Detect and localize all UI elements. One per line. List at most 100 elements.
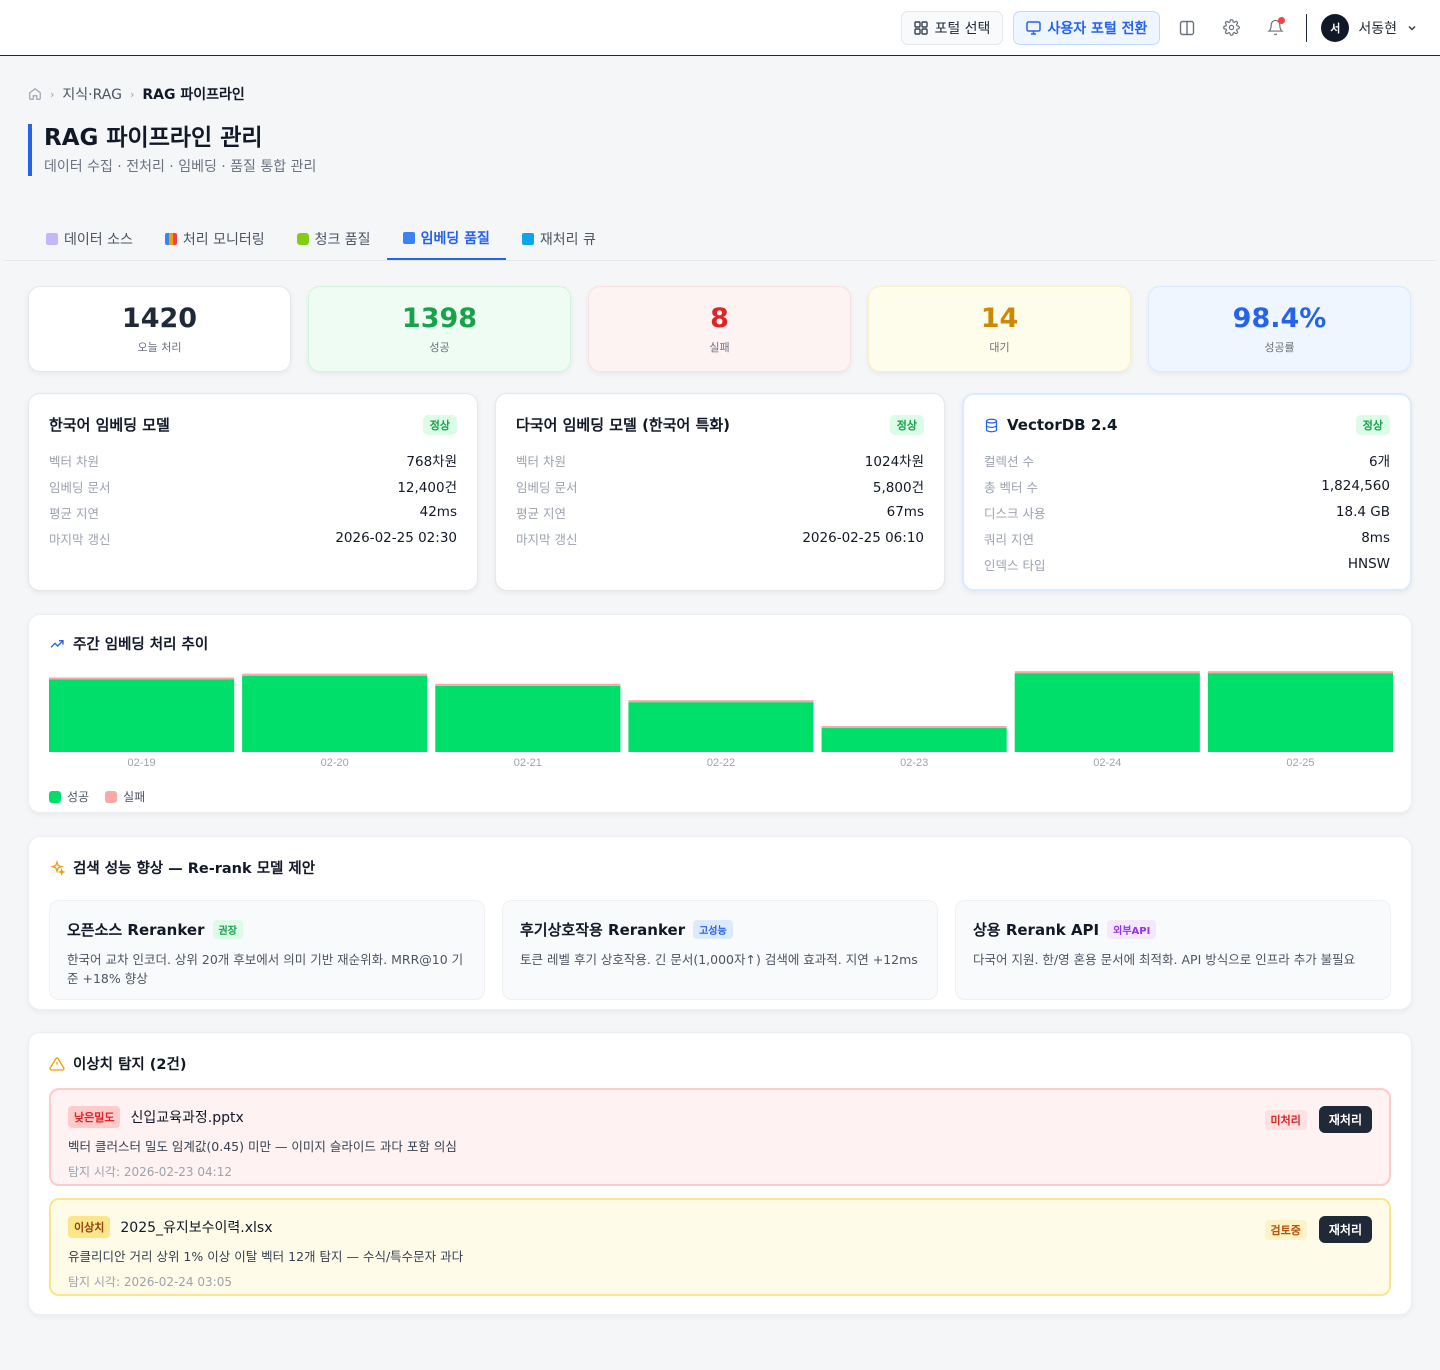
anomaly-panel: 이상치 탐지 (2건) 낮은밀도 신입교육과정.pptx 벡터 클러스터 밀도 임… [28, 1032, 1412, 1315]
reprocess-button[interactable]: 재처리 [1318, 1216, 1372, 1243]
rerank-card-opensource[interactable]: 오픈소스 Reranker 권장 한국어 교차 인코더. 상위 20개 후보에서 … [49, 900, 485, 1000]
row-key: 벡터 차원 [516, 453, 566, 469]
tab-bar: 데이터 소스 처리 모니터링 청크 품질 임베딩 품질 재처리 큐 [4, 218, 1436, 261]
anomaly-desc: 벡터 클러스터 밀도 임계값(0.45) 미만 — 이미지 슬라이드 과다 포함… [68, 1139, 457, 1154]
tab-chunk-quality[interactable]: 청크 품질 [281, 218, 387, 260]
breadcrumb: › 지식·RAG › RAG 파이프라인 [28, 84, 245, 104]
legend-label: 실패 [123, 790, 146, 804]
row-value: 1,824,560 [1321, 478, 1390, 494]
bar-failure [628, 700, 814, 703]
anomaly-title-wrap: 이상치 탐지 (2건) [49, 1053, 1391, 1074]
chevron-down-icon [1408, 25, 1416, 31]
x-tick-label: 02-21 [514, 757, 542, 769]
reprocess-button[interactable]: 재처리 [1318, 1106, 1372, 1133]
stat-card-failure: 8 실패 [588, 286, 851, 372]
x-tick-label: 02-22 [707, 757, 735, 769]
row-value: 5,800건 [872, 480, 924, 496]
user-menu[interactable]: 서 서동현 [1321, 13, 1418, 42]
notifications-button[interactable] [1258, 11, 1292, 45]
tab-data-source[interactable]: 데이터 소스 [30, 218, 149, 260]
anomaly-file: 신입교육과정.pptx [130, 1110, 244, 1126]
model-row: 임베딩 문서 5,800건 [516, 473, 924, 499]
breadcrumb-item-current: RAG 파이프라인 [142, 87, 245, 103]
row-key: 인덱스 타입 [984, 557, 1046, 573]
bar-success [49, 679, 235, 752]
row-value: 42ms [419, 504, 457, 520]
row-value: 1024차원 [864, 454, 924, 470]
page-header: RAG 파이프라인 관리 데이터 수집 · 전처리 · 임베딩 · 품질 통합 … [28, 124, 316, 176]
refresh-icon [521, 233, 534, 245]
model-row: 평균 지연 42ms [49, 499, 457, 525]
bar-failure [435, 683, 621, 686]
model-cards: 한국어 임베딩 모델 정상 벡터 차원 768차원 임베딩 문서 12,400건 평균… [28, 393, 1412, 591]
sparkles-icon [50, 859, 65, 876]
rerank-cards: 오픈소스 Reranker 권장 한국어 교차 인코더. 상위 20개 후보에서 … [49, 900, 1391, 1000]
row-key: 디스크 사용 [984, 505, 1046, 521]
stat-label: 대기 [989, 341, 1010, 354]
row-key: 쿼리 지연 [984, 531, 1034, 547]
settings-button[interactable] [1214, 11, 1248, 45]
row-value: 2026-02-25 02:30 [335, 530, 457, 546]
row-value: 67ms [886, 504, 924, 520]
recommended-tag: 권장 [212, 920, 243, 939]
x-tick-label: 02-25 [1286, 757, 1314, 769]
model-row: 마지막 갱신 2026-02-25 02:30 [49, 525, 457, 551]
rerank-card-desc: 다국어 지원. 한/영 혼용 문서에 최적화. API 방식으로 인프라 추가 … [973, 952, 1356, 967]
stat-card-success-rate: 98.4% 성공률 [1148, 286, 1411, 372]
vectordb-card: VectorDB 2.4 정상 컬렉션 수 6개 총 벡터 수 1,824,560 … [962, 393, 1412, 591]
anomaly-item: 이상치 2025_유지보수이력.xlsx 유클리디안 거리 상위 1% 이상 이탈… [49, 1198, 1391, 1296]
puzzle-icon [296, 233, 309, 245]
tab-reprocess-queue[interactable]: 재처리 큐 [506, 218, 612, 260]
bar-failure [1014, 671, 1200, 674]
tab-processing-monitoring[interactable]: 처리 모니터링 [149, 218, 281, 260]
chart-legend: 성공 실패 [49, 788, 1391, 805]
weekly-chart-title-wrap: 주간 임베딩 처리 추이 [49, 633, 1391, 654]
bar-failure [242, 673, 428, 676]
portal-select-button[interactable]: 포털 선택 [901, 10, 1004, 45]
home-icon[interactable] [28, 87, 42, 101]
page-title: RAG 파이프라인 관리 [44, 125, 263, 151]
breadcrumb-item-knowledge[interactable]: 지식·RAG [62, 87, 122, 103]
bar-failure [1207, 671, 1393, 674]
bar-success [1014, 673, 1200, 752]
high-performance-tag: 고성능 [693, 920, 733, 939]
columns-icon [1180, 20, 1195, 35]
anomaly-item: 낮은밀도 신입교육과정.pptx 벡터 클러스터 밀도 임계값(0.45) 미만 … [49, 1088, 1391, 1186]
chevron-right-icon: › [50, 87, 55, 101]
bar-success [1207, 673, 1393, 752]
model-row: 평균 지연 67ms [516, 499, 924, 525]
rerank-card-commercial-api[interactable]: 상용 Rerank API 외부API 다국어 지원. 한/영 혼용 문서에 최적… [955, 900, 1391, 1000]
stat-card-success: 1398 성공 [308, 286, 571, 372]
bar-failure [49, 677, 235, 680]
rerank-title-wrap: 검색 성능 향상 — Re-rank 모델 제안 [49, 857, 1391, 878]
stat-card-today: 1420 오늘 처리 [28, 286, 291, 372]
anomaly-time: 탐지 시각: 2026-02-24 03:05 [68, 1275, 232, 1289]
weekly-chart-title: 주간 임베딩 처리 추이 [73, 637, 209, 653]
model-title: 한국어 임베딩 모델 [49, 416, 170, 434]
stat-value: 1420 [121, 303, 198, 334]
tab-embedding-quality[interactable]: 임베딩 품질 [386, 218, 506, 260]
weekly-chart-panel: 주간 임베딩 처리 추이 02-19 02-20 02-21 02-22 02-23 02… [28, 614, 1412, 813]
chevron-right-icon: › [129, 87, 135, 101]
tab-label: 청크 품질 [314, 232, 371, 248]
data-source-icon [46, 233, 58, 245]
stat-label: 오늘 처리 [137, 341, 182, 354]
legend-label: 성공 [67, 790, 90, 804]
stats-row: 1420 오늘 처리 1398 성공 8 실패 14 대기 98.4% 성공률 [28, 286, 1411, 372]
top-bar: 포털 선택 사용자 포털 전환 서 서동현 [0, 0, 1440, 56]
rerank-card-late-interaction[interactable]: 후기상호작용 Reranker 고성능 토큰 레벨 후기 상호작용. 긴 문서(1… [502, 900, 938, 1000]
layout-toggle-button[interactable] [1170, 11, 1204, 45]
bar-success [628, 702, 814, 752]
row-value: 12,400건 [397, 480, 457, 496]
anomaly-tag: 낮은밀도 [68, 1106, 121, 1128]
model-card-multilingual: 다국어 임베딩 모델 (한국어 특화) 정상 벡터 차원 1024차원 임베딩 문서… [495, 393, 945, 591]
weekly-bar-chart: 02-19 02-20 02-21 02-22 02-23 02-24 02-25 [49, 671, 1393, 769]
legend-item-success: 성공 [49, 788, 89, 805]
model-row: 디스크 사용 18.4 GB [984, 499, 1390, 525]
stat-value: 8 [710, 303, 729, 334]
tab-label: 데이터 소스 [64, 232, 133, 248]
user-portal-switch-button[interactable]: 사용자 포털 전환 [1013, 10, 1161, 45]
stat-label: 성공률 [1264, 341, 1295, 354]
row-key: 마지막 갱신 [49, 531, 111, 547]
rerank-card-title: 오픈소스 Reranker [67, 921, 205, 939]
